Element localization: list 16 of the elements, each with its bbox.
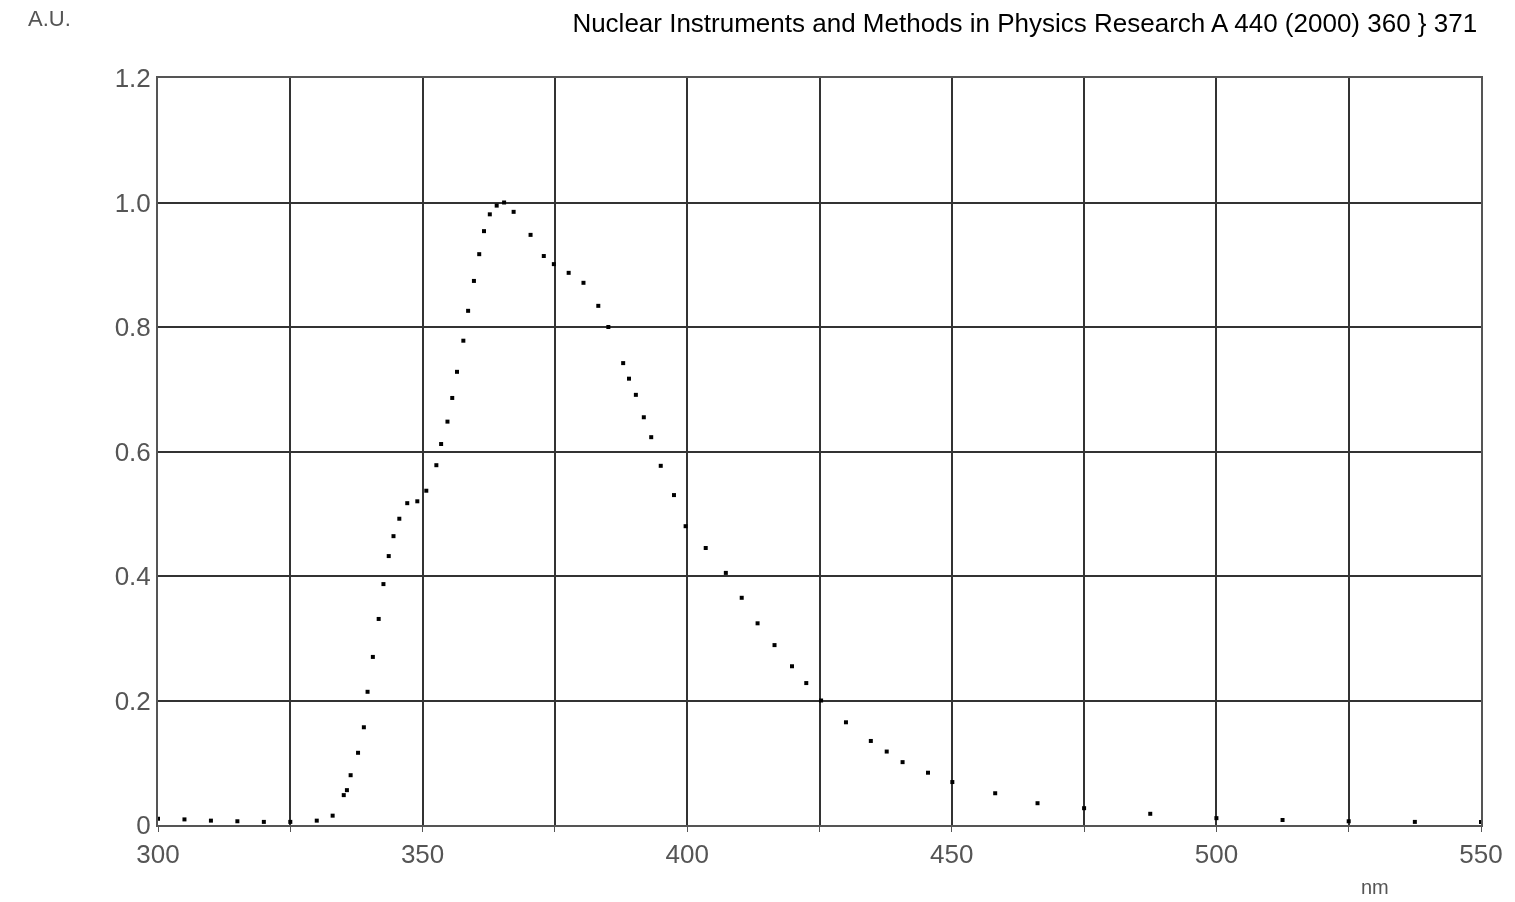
y-tick-label: 1.0 xyxy=(114,187,151,218)
y-tick-label: 0.4 xyxy=(114,561,151,592)
x-tick-label: 450 xyxy=(930,839,974,870)
x-tick-label: 300 xyxy=(136,839,180,870)
x-tick-label: 550 xyxy=(1459,839,1503,870)
chart-title: Nuclear Instruments and Methods in Physics Research A 440 (2000) 360 } 371 xyxy=(572,7,1478,38)
x-tick-label: 500 xyxy=(1194,839,1239,870)
y-tick-label: 0.8 xyxy=(114,312,151,343)
x-tick-label: 400 xyxy=(665,839,709,870)
y-tick-label: 0 xyxy=(136,810,151,841)
y-tick-label: 0.2 xyxy=(114,685,151,716)
x-tick-label: 350 xyxy=(400,839,445,870)
y-tick-label: 1.2 xyxy=(114,63,151,94)
y-tick-label: 0.6 xyxy=(114,436,151,467)
x-axis-title: nm xyxy=(1361,876,1389,898)
y-axis-title: A.U. xyxy=(28,6,71,31)
